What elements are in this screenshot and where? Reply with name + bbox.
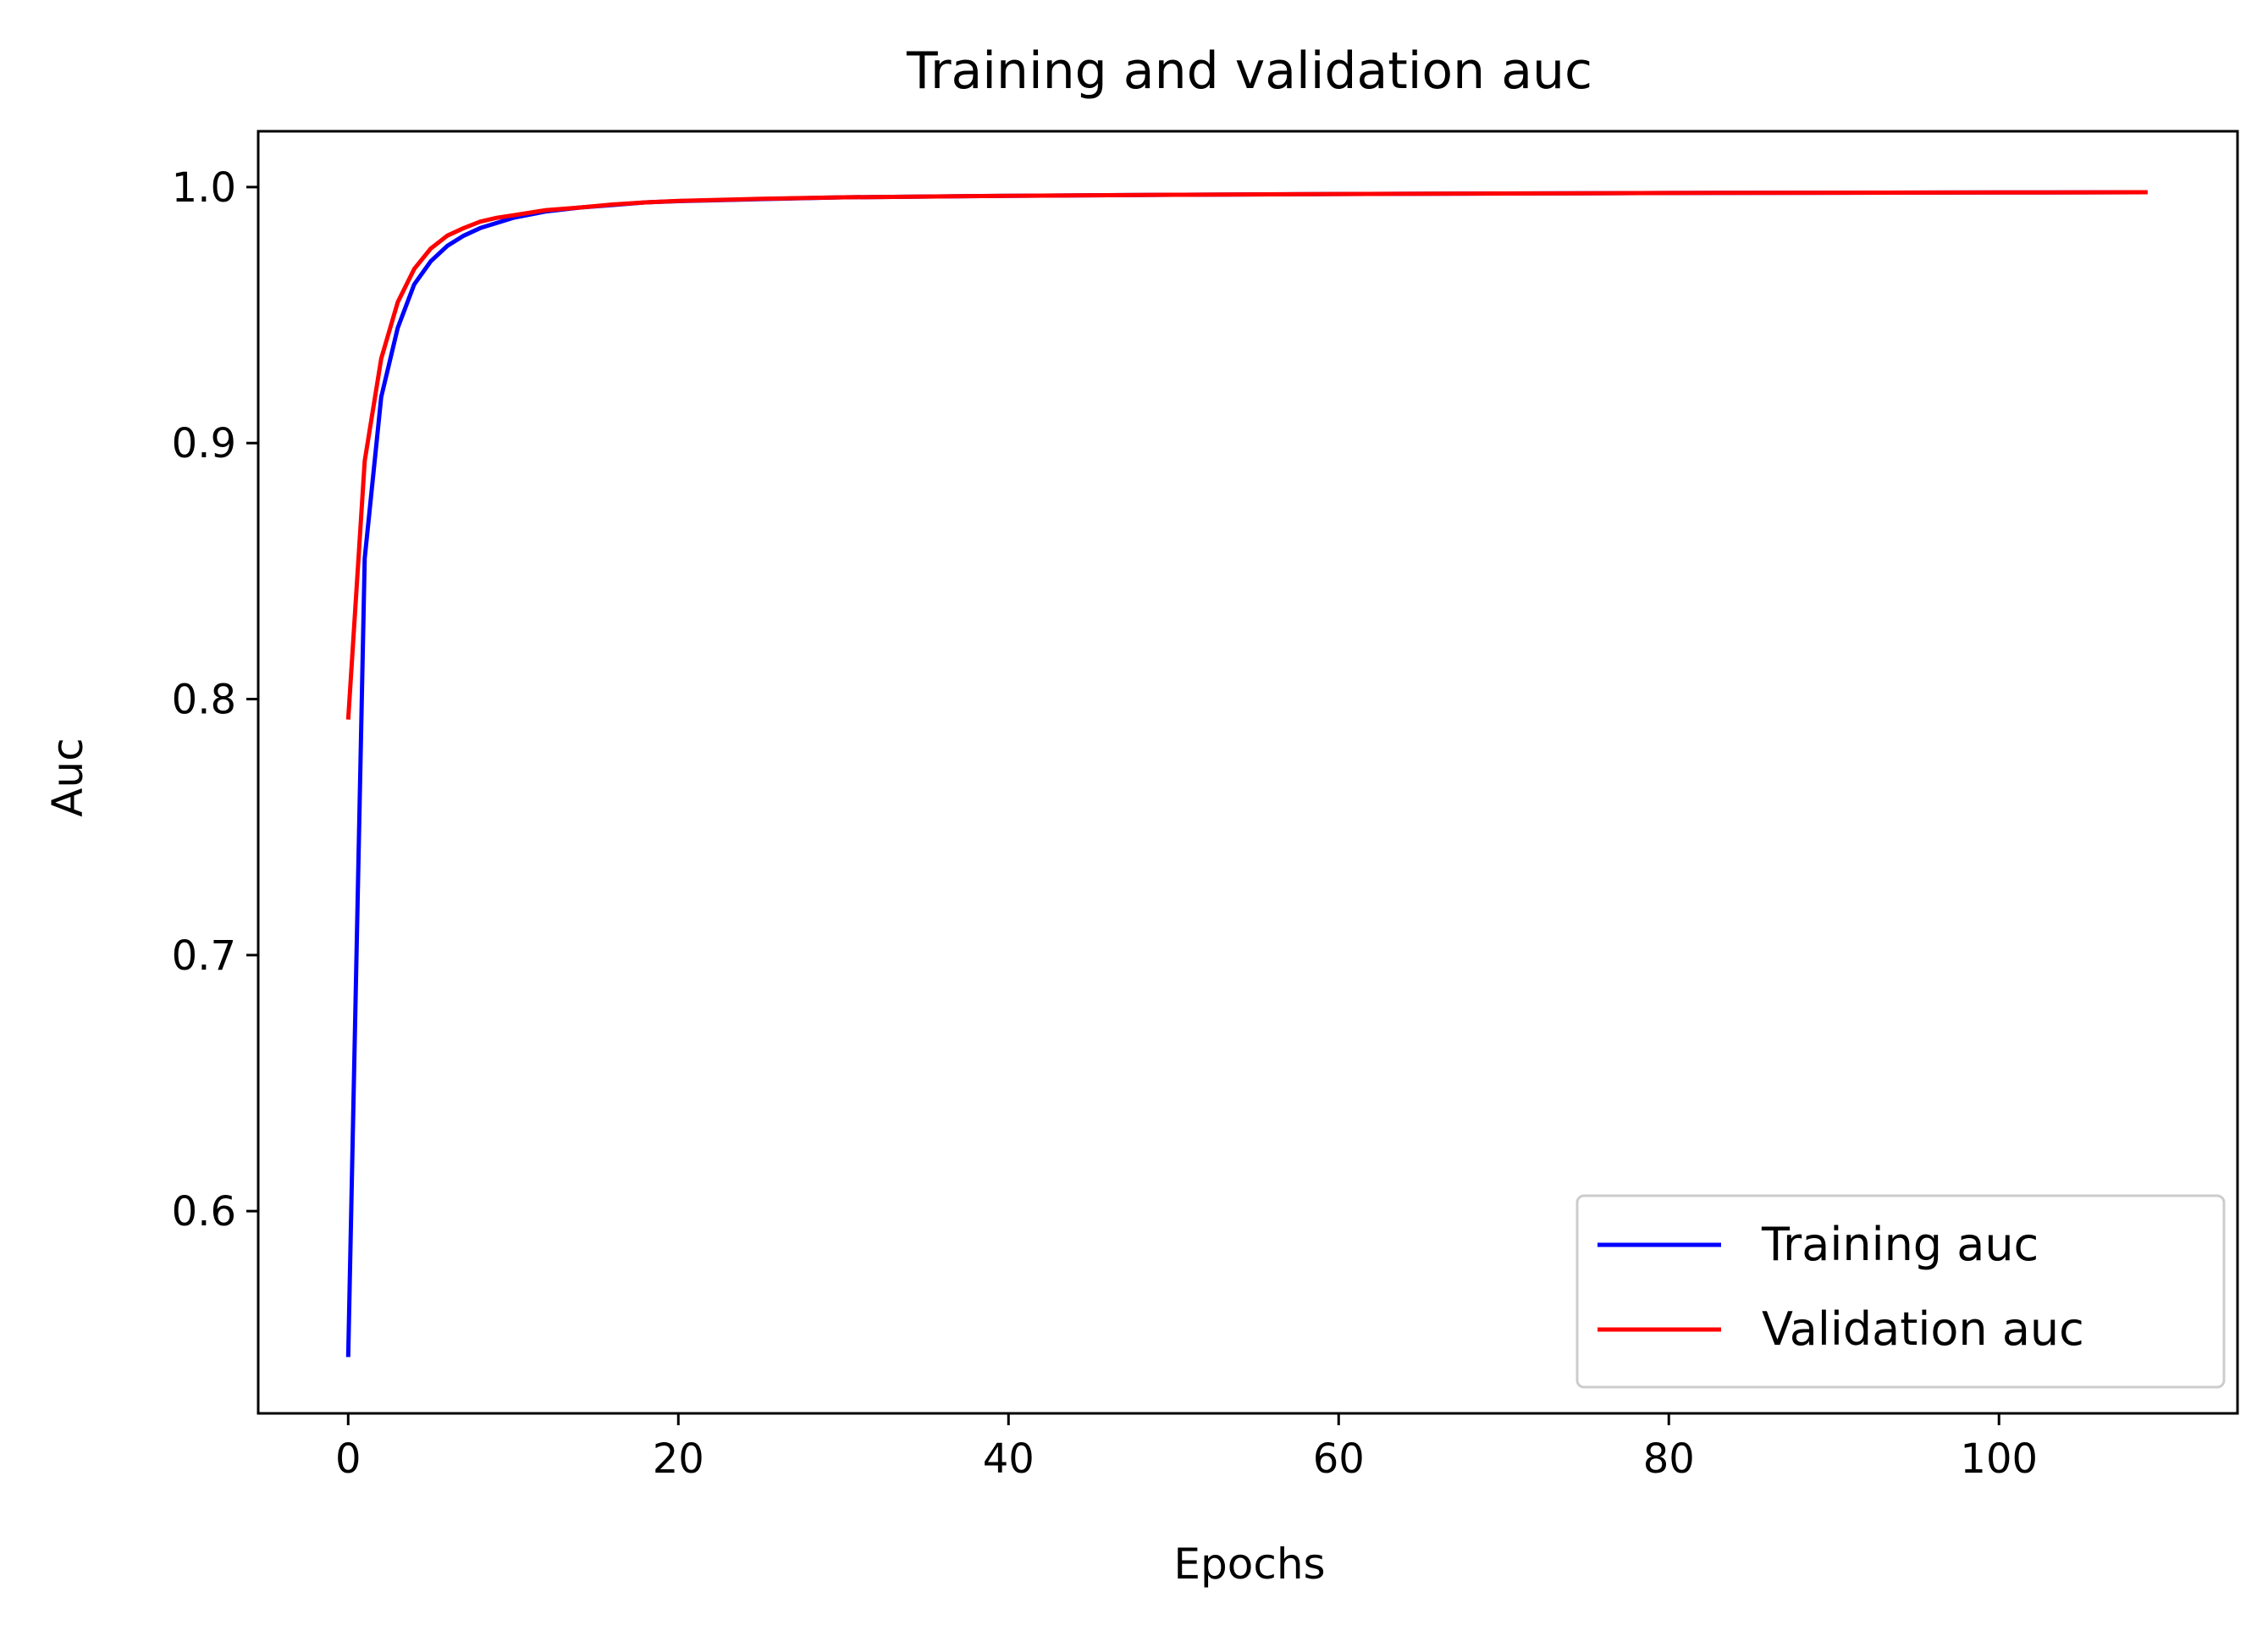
- y-tick-label: 0.6: [172, 1188, 236, 1236]
- x-tick-label: 60: [1313, 1435, 1365, 1483]
- legend-box: [1575, 1194, 2226, 1389]
- y-axis: 0.6 0.7 0.8 0.9 1.0: [172, 164, 258, 1236]
- x-tick-label: 40: [983, 1435, 1035, 1483]
- x-tick-label: 100: [1960, 1435, 2038, 1483]
- x-tick-label: 80: [1643, 1435, 1695, 1483]
- x-axis: 0 20 40 60 80 100: [335, 1413, 2038, 1483]
- series-lines: [345, 190, 2148, 1357]
- x-axis-label: Epochs: [1173, 1540, 1325, 1589]
- y-tick-label: 0.8: [172, 677, 236, 724]
- validation-auc-line: [345, 190, 2148, 720]
- plot-frame: [257, 130, 2239, 1415]
- y-tick-label: 0.9: [172, 420, 236, 467]
- y-tick-label: 1.0: [172, 164, 236, 212]
- legend-label-validation-auc: Validation auc: [1762, 1302, 2084, 1356]
- y-axis-label: Auc: [43, 738, 92, 816]
- x-tick-label: 20: [653, 1435, 704, 1483]
- legend: Training auc Validation auc: [1575, 1194, 2226, 1389]
- x-tick-label: 0: [335, 1435, 361, 1483]
- chart-title: Training and validation auc: [906, 41, 1592, 101]
- legend-label-training-auc: Training auc: [1761, 1218, 2039, 1271]
- y-tick-label: 0.7: [172, 932, 236, 980]
